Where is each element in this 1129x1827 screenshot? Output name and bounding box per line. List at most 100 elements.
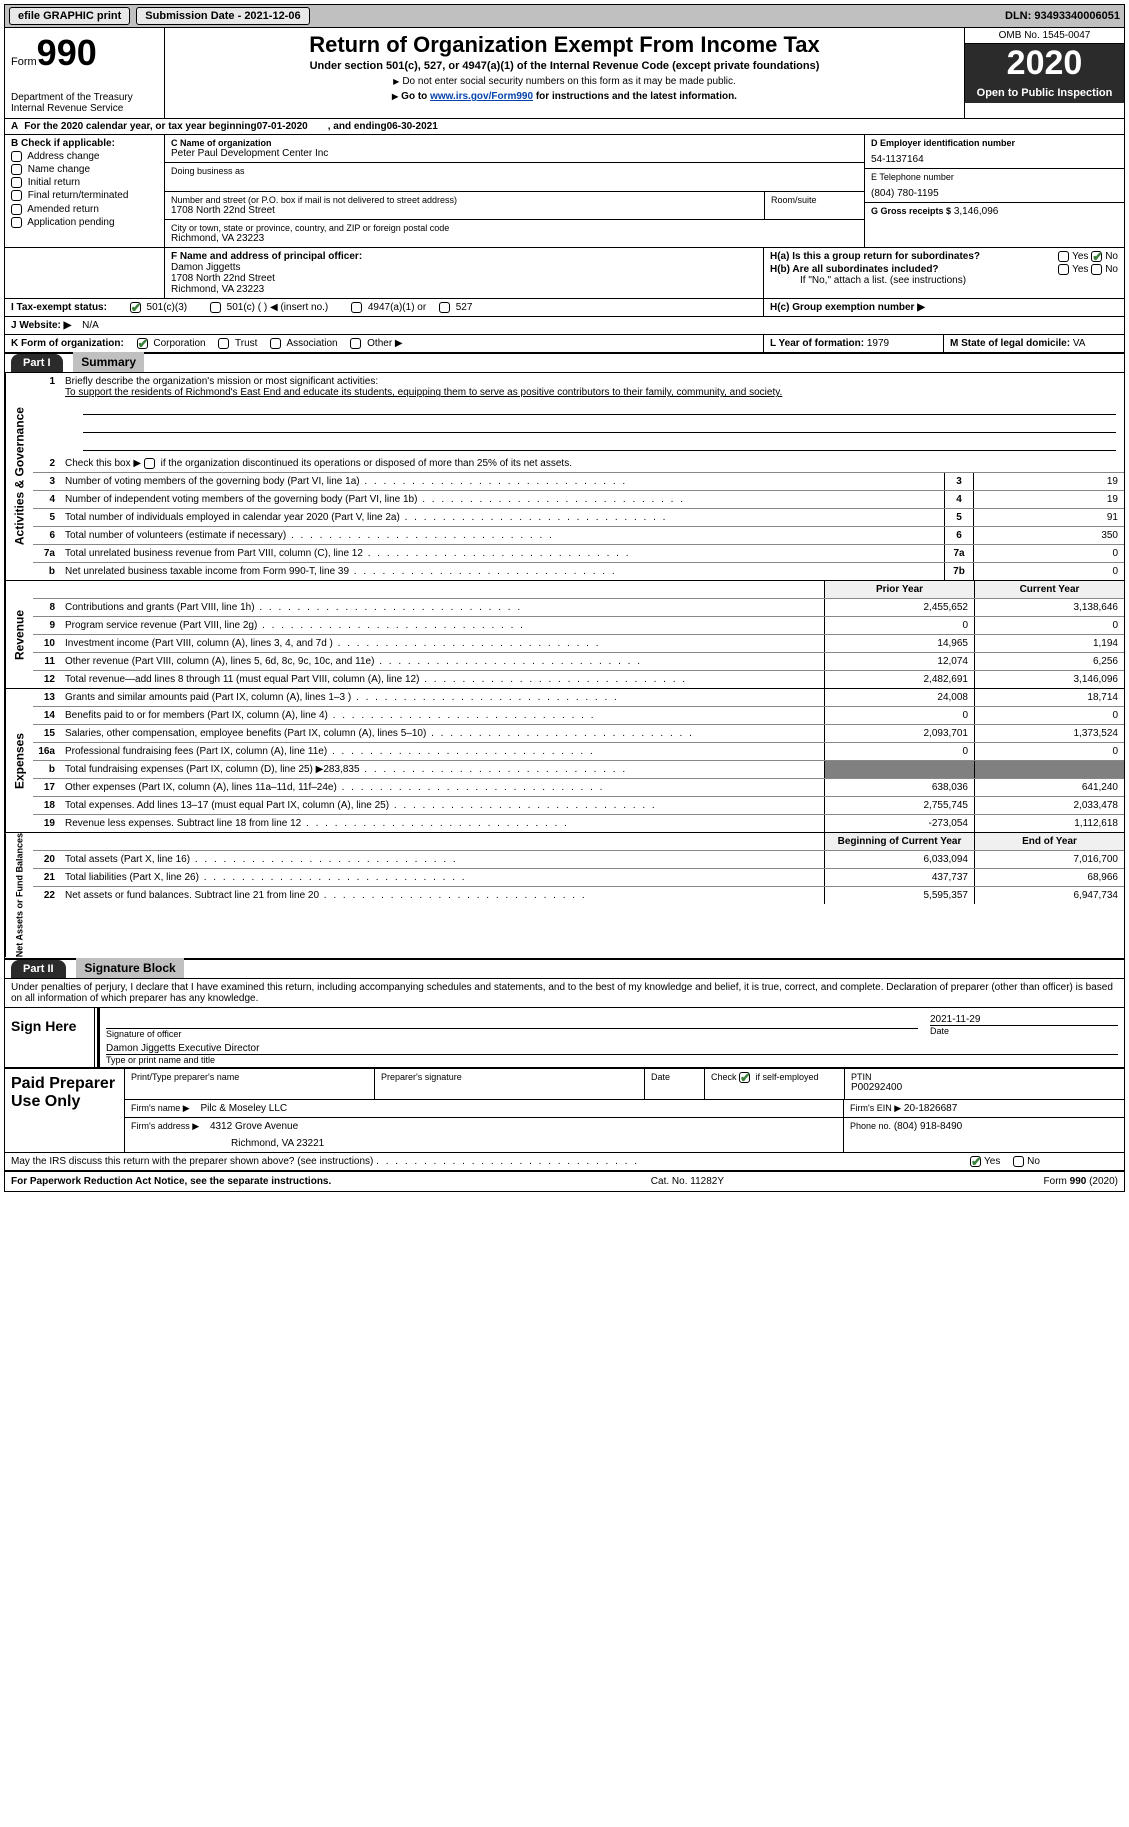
- form-990-label: Form990: [11, 32, 158, 74]
- prep-date-label: Date: [651, 1072, 698, 1082]
- other-checkbox[interactable]: [350, 338, 361, 349]
- hb-yes-checkbox[interactable]: [1058, 264, 1069, 275]
- tab-governance: Activities & Governance: [5, 373, 33, 580]
- no-label: No: [1105, 251, 1118, 262]
- self-employed-checkbox[interactable]: [739, 1072, 750, 1083]
- assoc-checkbox[interactable]: [270, 338, 281, 349]
- 4947-checkbox[interactable]: [351, 302, 362, 313]
- officer-print-name: Damon Jiggetts Executive Director: [106, 1043, 1118, 1054]
- firm-name-label: Firm's name ▶: [131, 1103, 190, 1113]
- sig-date-label: Date: [930, 1026, 1118, 1036]
- firm-name: Pilc & Moseley LLC: [200, 1103, 287, 1114]
- ha-no-checkbox[interactable]: [1091, 251, 1102, 262]
- box-l-label: L Year of formation:: [770, 338, 864, 349]
- box-b-label: B Check if applicable:: [11, 138, 158, 149]
- col-end: End of Year: [974, 833, 1124, 850]
- opt-assoc: Association: [286, 338, 337, 349]
- irs-link[interactable]: www.irs.gov/Form990: [430, 91, 533, 102]
- hb-no-checkbox[interactable]: [1091, 264, 1102, 275]
- data-line: 13Grants and similar amounts paid (Part …: [33, 689, 1124, 707]
- officer-name: Damon Jiggetts: [171, 262, 757, 273]
- sig-date-value: 2021-11-29: [930, 1014, 1118, 1025]
- q2-text: Check this box ▶ if the organization dis…: [65, 458, 572, 469]
- box-m-label: M State of legal domicile:: [950, 338, 1070, 349]
- data-line: 16aProfessional fundraising fees (Part I…: [33, 743, 1124, 761]
- omb-number: OMB No. 1545-0047: [965, 28, 1124, 44]
- sig-officer-label: Signature of officer: [106, 1029, 918, 1039]
- open-inspection: Open to Public Inspection: [965, 83, 1124, 103]
- 501c-checkbox[interactable]: [210, 302, 221, 313]
- org-name: Peter Paul Development Center Inc: [171, 148, 858, 159]
- box-b-item[interactable]: Final return/terminated: [11, 190, 158, 201]
- box-hc-label: H(c) Group exemption number ▶: [770, 302, 925, 313]
- box-ha-label: H(a) Is this a group return for subordin…: [770, 251, 980, 262]
- opt-527: 527: [456, 302, 473, 313]
- gov-line: 7aTotal unrelated business revenue from …: [33, 545, 1124, 563]
- ein-value: 54-1137164: [871, 154, 1118, 165]
- data-line: 15Salaries, other compensation, employee…: [33, 725, 1124, 743]
- website-value: N/A: [82, 320, 99, 331]
- box-b-item[interactable]: Application pending: [11, 217, 158, 228]
- col-prior: Prior Year: [824, 581, 974, 598]
- data-line: 17Other expenses (Part IX, column (A), l…: [33, 779, 1124, 797]
- form-subtitle: Under section 501(c), 527, or 4947(a)(1)…: [171, 60, 958, 72]
- box-d-label: D Employer identification number: [871, 138, 1118, 148]
- submission-date-button[interactable]: Submission Date - 2021-12-06: [136, 7, 309, 25]
- box-e-label: E Telephone number: [871, 172, 1118, 182]
- dba-label: Doing business as: [171, 166, 858, 176]
- discuss-yes-checkbox[interactable]: [970, 1156, 981, 1167]
- declaration-text: Under penalties of perjury, I declare th…: [5, 979, 1124, 1008]
- box-b-item[interactable]: Initial return: [11, 177, 158, 188]
- yes-label-2: Yes: [1072, 264, 1088, 275]
- gross-receipts: 3,146,096: [954, 206, 999, 217]
- gov-line: 5Total number of individuals employed in…: [33, 509, 1124, 527]
- form-title: Return of Organization Exempt From Incom…: [171, 32, 958, 58]
- officer-addr1: 1708 North 22nd Street: [171, 273, 757, 284]
- box-c-label: C Name of organization: [171, 138, 858, 148]
- note2-post: for instructions and the latest informat…: [533, 91, 737, 102]
- data-line: 8Contributions and grants (Part VIII, li…: [33, 599, 1124, 617]
- col-begin: Beginning of Current Year: [824, 833, 974, 850]
- ha-yes-checkbox[interactable]: [1058, 251, 1069, 262]
- box-k-label: K Form of organization:: [11, 338, 124, 349]
- 501c3-checkbox[interactable]: [130, 302, 141, 313]
- year-formation: 1979: [867, 338, 889, 349]
- discuss-no: No: [1027, 1156, 1040, 1167]
- gov-line: 4Number of independent voting members of…: [33, 491, 1124, 509]
- box-b-item[interactable]: Amended return: [11, 204, 158, 215]
- data-line: 19Revenue less expenses. Subtract line 1…: [33, 815, 1124, 832]
- 527-checkbox[interactable]: [439, 302, 450, 313]
- q2-checkbox[interactable]: [144, 458, 155, 469]
- paid-preparer-label: Paid Preparer Use Only: [5, 1069, 125, 1152]
- data-line: 20Total assets (Part X, line 16)6,033,09…: [33, 851, 1124, 869]
- discuss-text: May the IRS discuss this return with the…: [11, 1156, 373, 1167]
- firm-phone-label: Phone no.: [850, 1121, 891, 1131]
- form-number: 990: [37, 32, 97, 73]
- ptin-label: PTIN: [851, 1072, 1118, 1082]
- data-line: 12Total revenue—add lines 8 through 11 (…: [33, 671, 1124, 688]
- period-end: 06-30-2021: [387, 121, 438, 132]
- top-bar: efile GRAPHIC print Submission Date - 20…: [5, 5, 1124, 28]
- opt-corp: Corporation: [153, 338, 205, 349]
- box-hb-note: If "No," attach a list. (see instruction…: [800, 275, 1118, 286]
- gov-line: 3Number of voting members of the governi…: [33, 473, 1124, 491]
- form-header: Form990 Department of the Treasury Inter…: [5, 28, 1124, 119]
- tax-year: 2020: [965, 44, 1124, 83]
- irs-label: Internal Revenue Service: [11, 103, 158, 114]
- corp-checkbox[interactable]: [137, 338, 148, 349]
- firm-addr-label: Firm's address ▶: [131, 1121, 199, 1131]
- data-line: 22Net assets or fund balances. Subtract …: [33, 887, 1124, 904]
- tab-net-assets: Net Assets or Fund Balances: [5, 833, 33, 957]
- opt-trust: Trust: [235, 338, 257, 349]
- box-b-item[interactable]: Address change: [11, 151, 158, 162]
- box-b-item[interactable]: Name change: [11, 164, 158, 175]
- officer-addr2: Richmond, VA 23223: [171, 284, 757, 295]
- trust-checkbox[interactable]: [218, 338, 229, 349]
- no-label-2: No: [1105, 264, 1118, 275]
- part2-title: Signature Block: [76, 958, 183, 978]
- discuss-no-checkbox[interactable]: [1013, 1156, 1024, 1167]
- efile-button[interactable]: efile GRAPHIC print: [9, 7, 130, 25]
- opt-other: Other ▶: [367, 338, 402, 349]
- footer-mid: Cat. No. 11282Y: [651, 1176, 724, 1187]
- dept-label: Department of the Treasury: [11, 92, 158, 103]
